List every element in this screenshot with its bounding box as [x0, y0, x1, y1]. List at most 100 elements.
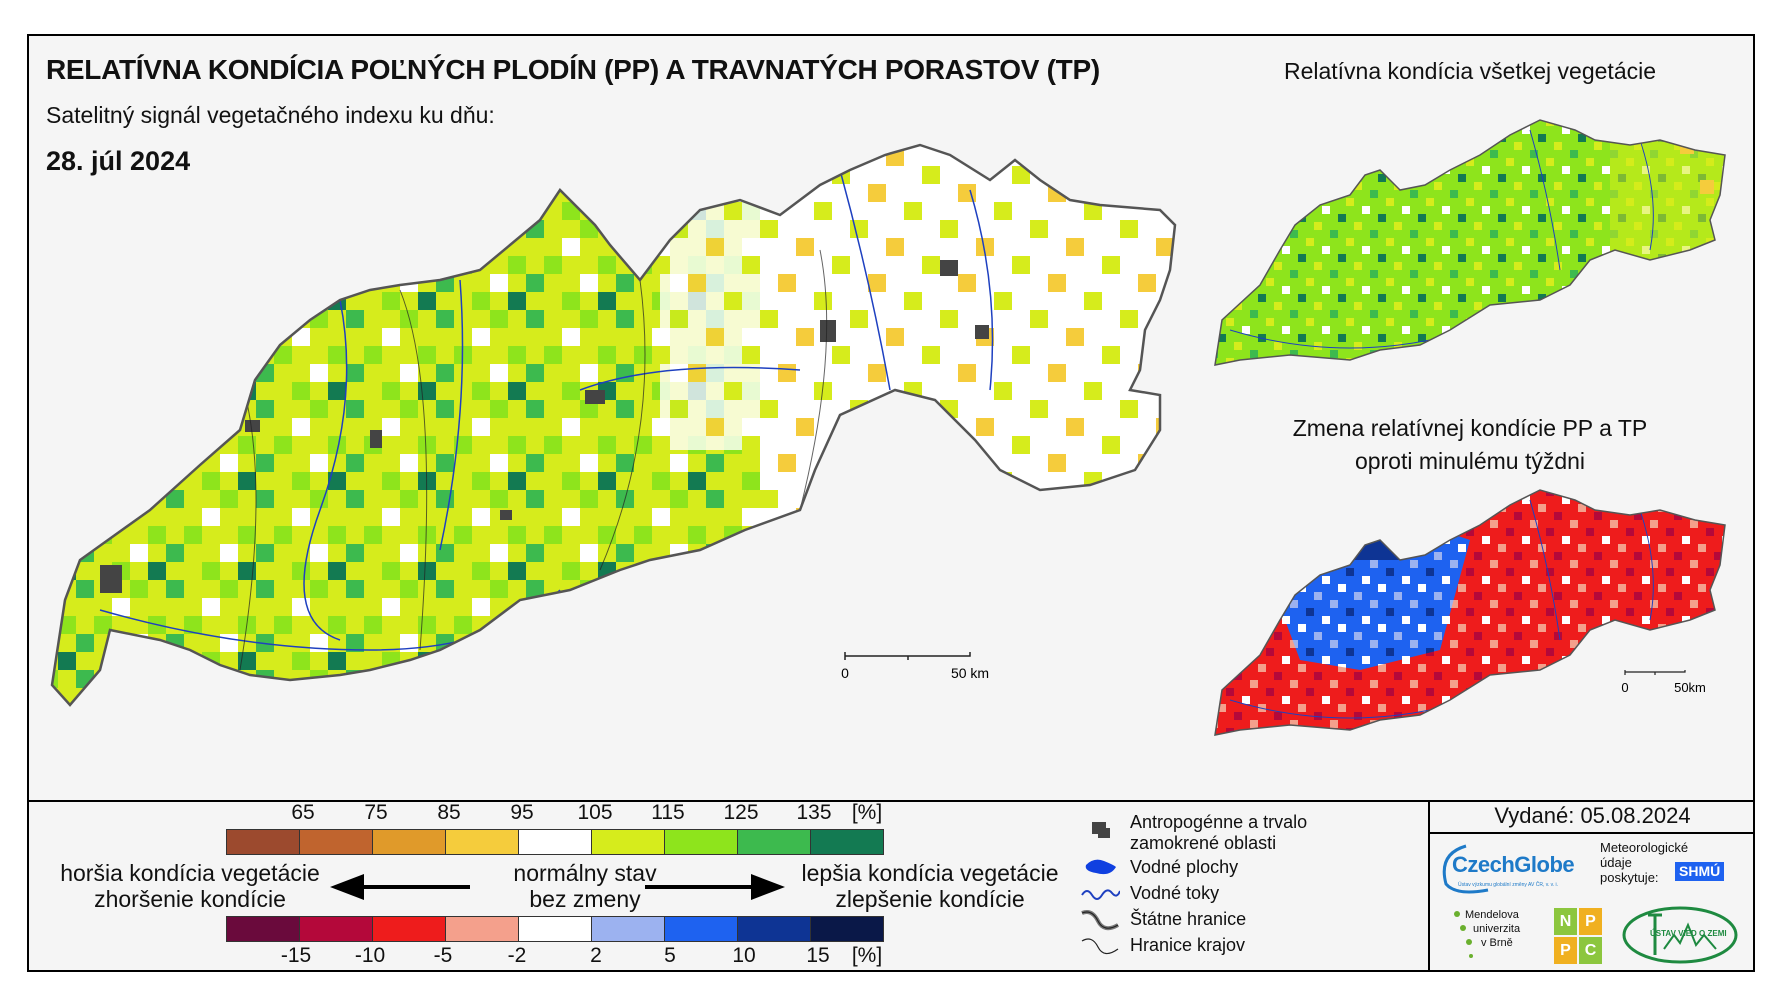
worse-label-2: zhoršenie kondície — [94, 886, 286, 912]
change-tick: 2 — [590, 944, 602, 967]
czechglobe-logo: CzechGlobe Ústav výzkumu globální změny … — [1436, 838, 1596, 900]
worse-label: horšia kondícia vegetácie zhoršenie kond… — [40, 860, 340, 912]
change-swatch — [810, 916, 884, 942]
legend-state-border: Štátne hranice — [1081, 909, 1247, 931]
main-scale-bar: 0 50 km — [841, 652, 989, 681]
better-label-2: zlepšenie kondície — [835, 886, 1025, 912]
condition-swatch — [226, 829, 300, 855]
left-arrow-icon — [330, 874, 470, 900]
condition-tick: 105 — [577, 801, 613, 824]
condition-swatch — [518, 829, 592, 855]
change-tick: -15 — [280, 944, 312, 967]
change-tick: -10 — [354, 944, 386, 967]
shmu-credit-1: Meteorologické — [1600, 840, 1689, 855]
legend-urban: Antropogénne a trvalo zamokrené oblasti — [1092, 812, 1308, 854]
normal-label: normálny stav bez zmeny — [470, 860, 700, 912]
change-swatch — [299, 916, 373, 942]
region-border-icon — [1081, 938, 1119, 955]
czechglobe-name: CzechGlobe — [1452, 852, 1575, 877]
condition-ticks: 65 75 85 95 105 115 125 135 [%] — [0, 801, 1000, 827]
shmu-credit-2: údaje — [1600, 855, 1632, 870]
change-ticks: -15 -10 -5 -2 2 5 10 15 [%] — [0, 944, 1000, 970]
worse-label-1: horšia kondícia vegetácie — [60, 860, 320, 886]
legend-water-bodies: Vodné plochy — [1085, 857, 1239, 878]
water-bodies-label: Vodné plochy — [1130, 857, 1239, 877]
page-subtitle: Satelitný signál vegetačného indexu ku d… — [46, 102, 495, 128]
legend-vertical-divider — [1428, 800, 1430, 972]
river-icon — [1081, 889, 1120, 900]
side-scale-fifty: 50km — [1674, 680, 1706, 695]
change-unit: [%] — [851, 944, 883, 967]
date-label: 28. júl 2024 — [46, 146, 191, 176]
normal-label-2: bez zmeny — [529, 886, 641, 912]
mendel-line-1: Mendelova — [1465, 909, 1519, 921]
condition-tick: 115 — [651, 801, 685, 824]
state-border-label: Štátne hranice — [1130, 909, 1247, 929]
uvz-name: ÚSTAV VIED O ZEMI — [1650, 929, 1727, 938]
condition-swatch — [810, 829, 884, 855]
change-swatch — [737, 916, 811, 942]
mendel-logo: Mendelova univerzita v Brně — [1454, 908, 1521, 958]
nppc-logo: N P P C — [1554, 908, 1602, 964]
condition-tick: 135 — [796, 801, 832, 824]
change-tick: 15 — [806, 944, 830, 967]
uvz-logo: ÚSTAV VIED O ZEMI — [1620, 905, 1740, 965]
shmu-logo: SHMÚ — [1675, 862, 1725, 881]
condition-swatch — [737, 829, 811, 855]
nppc-letter: N — [1554, 908, 1577, 935]
change-swatch — [664, 916, 738, 942]
nppc-letter: P — [1554, 937, 1577, 964]
czechglobe-swirl-icon — [1442, 844, 1489, 894]
nppc-letter: P — [1579, 908, 1602, 935]
side-map-title-change: Zmena relatívnej kondície PP a TP oproti… — [1230, 412, 1710, 478]
condition-color-scale — [226, 829, 884, 855]
change-tick: -2 — [507, 944, 527, 967]
better-label-1: lepšia kondícia vegetácie — [801, 860, 1059, 886]
urban-label-2: zamokrené oblasti — [1130, 833, 1277, 853]
condition-swatch — [372, 829, 446, 855]
change-tick: -5 — [433, 944, 453, 967]
issued-date: Vydané: 05.08.2024 — [1494, 803, 1691, 828]
scale-zero: 0 — [841, 665, 849, 681]
condition-tick: 85 — [437, 801, 461, 824]
change-swatch — [518, 916, 592, 942]
side-scale-zero: 0 — [1621, 680, 1628, 695]
shmu-credit: Meteorologické údaje poskytuje: SHMÚ — [1600, 840, 1750, 885]
change-swatch — [226, 916, 300, 942]
change-swatch — [445, 916, 519, 942]
nppc-letter: C — [1579, 937, 1602, 964]
right-arrow-icon — [645, 874, 785, 900]
issued-divider — [1428, 832, 1755, 834]
side-map-title-change-line2: oproti minulému týždni — [1354, 448, 1586, 474]
condition-swatch — [299, 829, 373, 855]
side-map-title-change-line1: Zmena relatívnej kondície PP a TP — [1292, 415, 1648, 441]
condition-unit: [%] — [851, 801, 883, 824]
mendel-line-3: v Brně — [1481, 937, 1513, 949]
shmu-credit-3: poskytuje: — [1600, 870, 1659, 885]
legend-rivers: Vodné toky — [1081, 883, 1219, 904]
weekly-change-map: 0 50km — [1214, 489, 1726, 736]
change-color-scale — [226, 916, 884, 942]
urban-label-1: Antropogénne a trvalo — [1130, 812, 1308, 832]
page-title: RELATÍVNA KONDÍCIA POĽNÝCH PLODÍN (PP) A… — [46, 54, 1100, 85]
mendel-dots-icon — [1454, 911, 1473, 958]
mendel-line-2: univerzita — [1473, 923, 1521, 935]
region-border-label: Hranice krajov — [1130, 935, 1246, 955]
condition-tick: 65 — [291, 801, 315, 824]
water-body-icon — [1085, 859, 1116, 875]
condition-swatch — [591, 829, 665, 855]
main-condition-map: 0 50 km — [50, 143, 1177, 707]
condition-tick: 95 — [510, 801, 534, 824]
urban-area-icon — [1092, 822, 1110, 838]
all-vegetation-map — [1214, 119, 1726, 366]
uvz-emblem-icon — [1622, 906, 1738, 964]
change-tick: 10 — [732, 944, 756, 967]
normal-label-1: normálny stav — [513, 860, 657, 886]
change-tick: 5 — [664, 944, 676, 967]
scale-fifty: 50 km — [951, 665, 989, 681]
legend-divider — [27, 800, 1755, 802]
side-scale-bar: 0 50km — [1621, 670, 1706, 695]
condition-tick: 75 — [364, 801, 388, 824]
change-swatch — [591, 916, 665, 942]
legend-region-border: Hranice krajov — [1081, 935, 1246, 956]
